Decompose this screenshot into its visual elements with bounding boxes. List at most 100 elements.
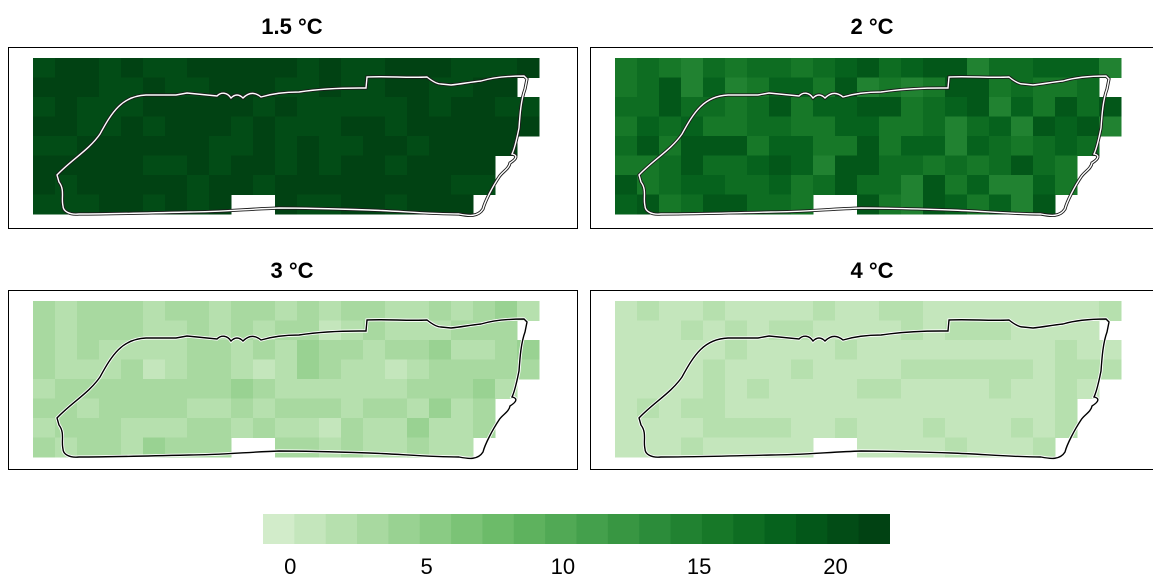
map-cell [473, 97, 496, 117]
map-cell [857, 58, 880, 78]
map-cell [209, 340, 232, 360]
map-cell [681, 155, 704, 176]
map-cell [835, 340, 858, 360]
map-cell [659, 175, 682, 195]
map-cell [703, 116, 726, 137]
map-cell [1077, 301, 1100, 321]
map-cell [33, 116, 56, 137]
map-cell [231, 301, 254, 321]
region-outline [638, 318, 1110, 460]
map-cell [385, 379, 408, 399]
map-cell [791, 116, 814, 137]
map-cell [429, 301, 452, 321]
map-cell [275, 175, 298, 195]
map-cell [1011, 418, 1034, 438]
map-cell [967, 301, 990, 321]
map-cell [857, 437, 880, 458]
map-cell [275, 136, 298, 156]
map-cell [725, 175, 748, 195]
map-cell [385, 58, 408, 78]
map-raster [33, 301, 540, 461]
map-cell [143, 340, 166, 360]
map-cell [1033, 175, 1056, 195]
map-cell [363, 58, 386, 78]
map-cell [99, 175, 122, 195]
map-cell [615, 437, 638, 458]
map-cell [187, 116, 210, 137]
map-cell [231, 58, 254, 78]
map-cell [385, 175, 408, 195]
map-cell [901, 340, 924, 360]
map-cell [945, 97, 968, 117]
map-cell [835, 379, 858, 399]
map-cell [681, 136, 704, 156]
map-cell [1011, 379, 1034, 399]
colorbar-swatch [545, 514, 578, 544]
map-cell [231, 379, 254, 399]
map-cell [77, 77, 100, 98]
map-cell [99, 418, 122, 438]
map-cell [967, 340, 990, 360]
map-cell [769, 136, 792, 156]
map-cell [703, 437, 726, 458]
map-cell [121, 301, 144, 321]
map-cell [1077, 97, 1100, 117]
map-cell [659, 116, 682, 137]
map-cell [659, 155, 682, 176]
map-cell [901, 97, 924, 117]
map-cell [341, 58, 364, 78]
map-cell [121, 136, 144, 156]
map-cell [77, 58, 100, 78]
map-cell [275, 359, 298, 380]
map-cell [165, 194, 188, 215]
colorbar-swatch [325, 514, 358, 544]
map-cell [77, 116, 100, 137]
map-cell [835, 301, 858, 321]
map-cell [835, 320, 858, 341]
map-cell [769, 437, 792, 458]
map-cell [341, 136, 364, 156]
map-cell [451, 136, 474, 156]
map-cell [1033, 194, 1056, 215]
map-cell [1011, 398, 1034, 419]
map-cell [99, 77, 122, 98]
map-cell [791, 301, 814, 321]
colorbar-swatch [576, 514, 609, 544]
map-cell [769, 418, 792, 438]
map-cell [659, 194, 682, 215]
map-cell [473, 58, 496, 78]
map-cell [363, 418, 386, 438]
map-cell [769, 194, 792, 215]
map-cell [747, 175, 770, 195]
map-cell [835, 116, 858, 137]
map-cell [363, 340, 386, 360]
map-cell [495, 301, 518, 321]
map-cell [473, 155, 496, 176]
map-cell [901, 155, 924, 176]
map-cell [857, 155, 880, 176]
map-cell [835, 77, 858, 98]
map-cell [363, 379, 386, 399]
map-cell [297, 320, 320, 341]
map-cell [989, 398, 1012, 419]
map-cell [857, 398, 880, 419]
map-cell [253, 398, 276, 419]
map-cell [813, 398, 836, 419]
map-cell [1055, 58, 1078, 78]
map-cell [879, 340, 902, 360]
map-cell [989, 58, 1012, 78]
map-cell [297, 77, 320, 98]
map-cell [1033, 58, 1056, 78]
map-cell [703, 194, 726, 215]
map-cell [747, 155, 770, 176]
map-cell [495, 340, 518, 360]
map-cell [99, 437, 122, 458]
map-cell [143, 379, 166, 399]
map-cell [769, 359, 792, 380]
map-cell [637, 320, 660, 341]
region-outline [56, 75, 528, 217]
map-cell [165, 175, 188, 195]
map-cell [55, 58, 78, 78]
map-cell [165, 155, 188, 176]
map-cell [121, 418, 144, 438]
